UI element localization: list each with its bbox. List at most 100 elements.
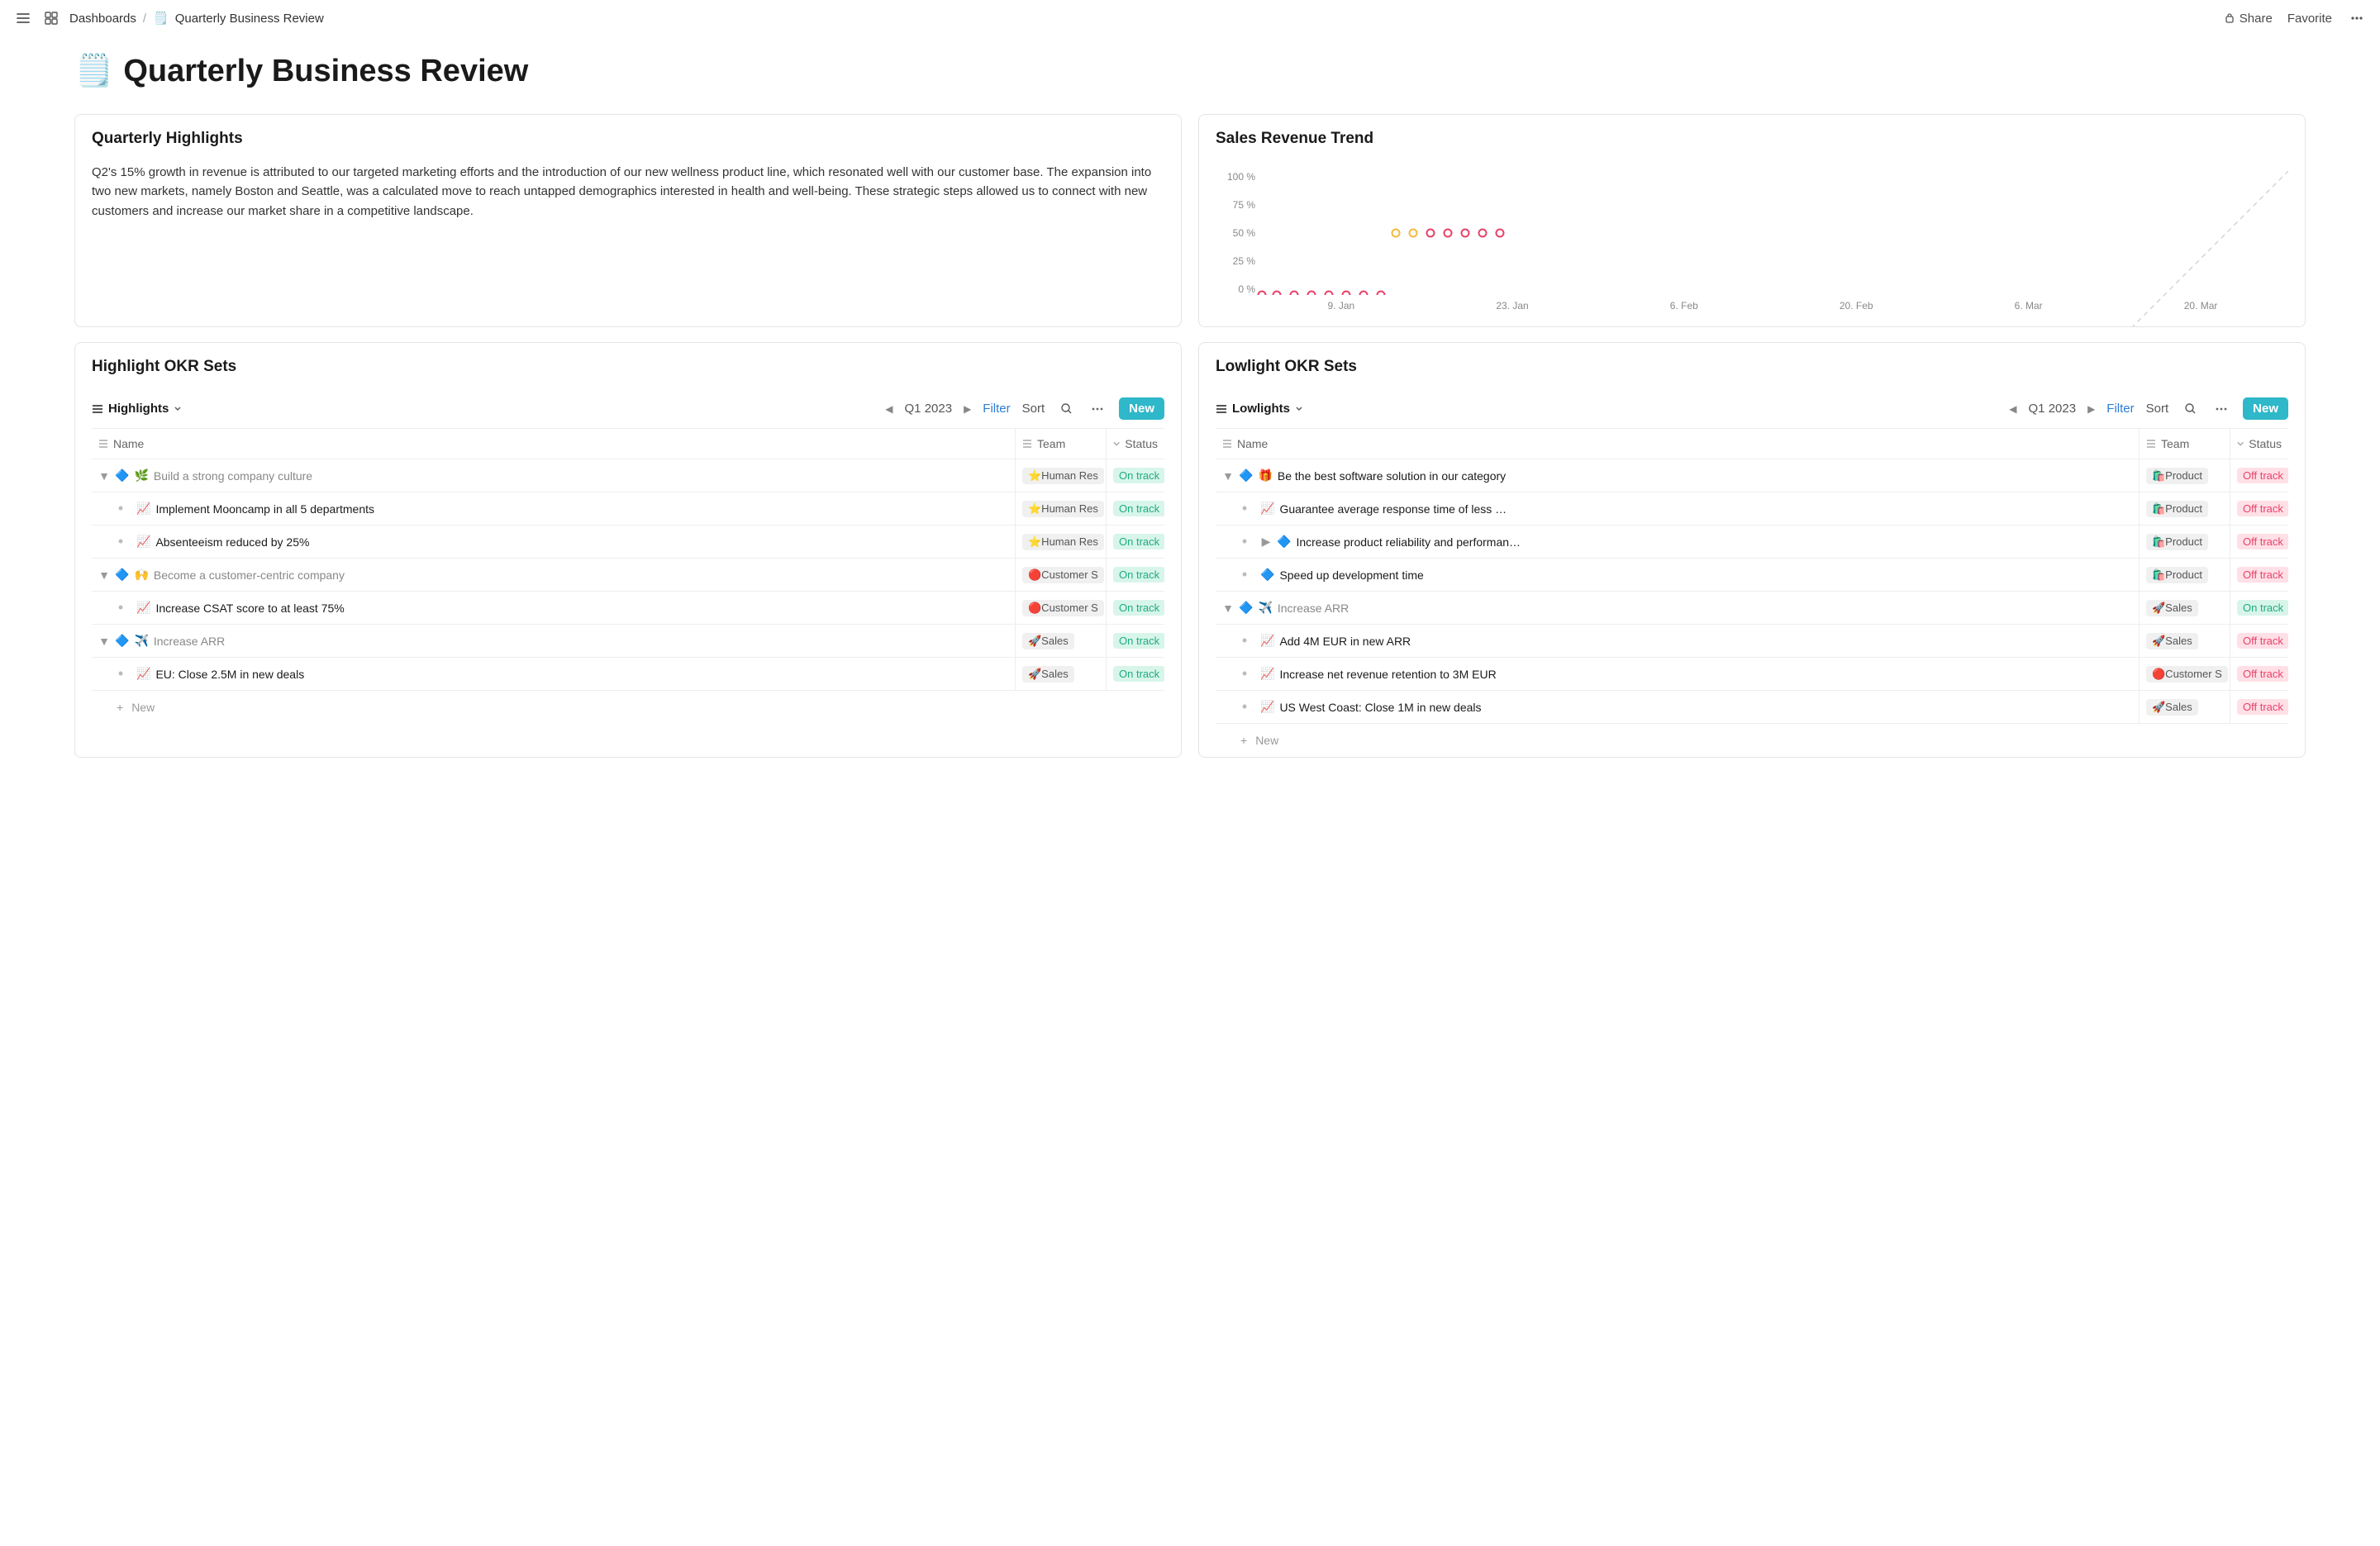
sort-button[interactable]: Sort [2146,402,2169,416]
table-row[interactable]: •📈Add 4M EUR in new ARR🚀SalesOff track [1216,625,2288,658]
sort-button[interactable]: Sort [1022,402,1045,416]
team-pill[interactable]: 🛍️Product [2146,534,2208,550]
col-status-header[interactable]: Status [1107,429,1164,459]
cell-status: On track [1107,459,1164,492]
breadcrumb-root[interactable]: Dashboards [69,12,136,26]
team-pill[interactable]: 🔴Customer S [1022,600,1104,616]
team-pill[interactable]: ⭐Human Res [1022,534,1104,550]
new-row-button[interactable]: +New [1216,724,2288,752]
table-row[interactable]: •🔷Speed up development time🛍️ProductOff … [1216,559,2288,592]
col-team-label: Team [1037,437,1065,450]
disclosure-icon[interactable]: ▶ [1260,535,1272,549]
status-pill[interactable]: On track [1113,567,1164,583]
kr-icon: 📈 [1260,667,1274,681]
lowlights-view-selector[interactable]: Lowlights [1216,402,1303,416]
table-row[interactable]: ▼🔷✈️Increase ARR🚀SalesOn track [1216,592,2288,625]
highlight-okr-toolbar: Highlights ◀ Q1 2023 ▶ Filter Sort New [92,391,1164,428]
prev-period-icon[interactable]: ◀ [2009,403,2016,415]
col-name-header[interactable]: Name [1216,429,2140,459]
highlights-view-selector[interactable]: Highlights [92,402,182,416]
kr-icon: 📈 [1260,634,1274,648]
search-icon[interactable] [2180,399,2200,419]
status-pill[interactable]: Off track [2237,699,2288,715]
status-pill[interactable]: On track [1113,468,1164,483]
table-row[interactable]: ▼🔷✈️Increase ARR🚀SalesOn track [92,625,1164,658]
status-pill[interactable]: On track [1113,534,1164,549]
status-pill[interactable]: Off track [2237,633,2288,649]
team-pill[interactable]: ⭐Human Res [1022,501,1104,517]
team-pill[interactable]: 🚀Sales [2146,633,2198,649]
x-tick: 23. Jan [1496,300,1528,312]
status-pill[interactable]: On track [1113,633,1164,649]
team-pill[interactable]: 🛍️Product [2146,468,2208,484]
lowlights-view-label: Lowlights [1232,402,1290,416]
row-label: Build a strong company culture [154,469,312,483]
table-row[interactable]: •📈Increase net revenue retention to 3M E… [1216,658,2288,691]
disclosure-icon[interactable]: ▼ [1222,469,1234,483]
team-pill[interactable]: 🔴Customer S [2146,666,2228,683]
favorite-button[interactable]: Favorite [2287,12,2332,26]
new-row-button[interactable]: +New [92,691,1164,719]
filter-button[interactable]: Filter [2106,402,2134,416]
status-pill[interactable]: Off track [2237,468,2288,483]
status-pill[interactable]: On track [1113,600,1164,616]
table-row[interactable]: •📈Implement Mooncamp in all 5 department… [92,492,1164,526]
status-pill[interactable]: Off track [2237,501,2288,516]
bullet-icon: • [115,665,126,683]
col-status-header[interactable]: Status [2230,429,2288,459]
cell-team: 🔴Customer S [1016,592,1107,624]
team-pill[interactable]: 🚀Sales [1022,633,1074,649]
row-label: Implement Mooncamp in all 5 departments [155,502,374,516]
highlight-okr-title: Highlight OKR Sets [92,358,1164,376]
emoji-icon: 🙌 [134,568,148,582]
team-pill[interactable]: ⭐Human Res [1022,468,1104,484]
dashboards-icon[interactable] [41,8,61,28]
table-row[interactable]: •📈Guarantee average response time of les… [1216,492,2288,526]
table-row[interactable]: •📈Absenteeism reduced by 25%⭐Human ResOn… [92,526,1164,559]
next-period-icon[interactable]: ▶ [964,403,971,415]
highlight-period[interactable]: Q1 2023 [905,402,953,416]
cell-status: Off track [2230,658,2288,690]
status-pill[interactable]: On track [1113,666,1164,682]
status-pill[interactable]: On track [1113,501,1164,516]
team-pill[interactable]: 🛍️Product [2146,567,2208,583]
status-pill[interactable]: On track [2237,600,2288,616]
cell-status: On track [1107,492,1164,525]
team-pill[interactable]: 🚀Sales [1022,666,1074,683]
more-icon[interactable] [2347,8,2367,28]
team-pill[interactable]: 🚀Sales [2146,600,2198,616]
more-icon[interactable] [1088,399,1107,419]
disclosure-icon[interactable]: ▼ [98,568,110,582]
team-pill[interactable]: 🔴Customer S [1022,567,1104,583]
search-icon[interactable] [1056,399,1076,419]
team-pill[interactable]: 🛍️Product [2146,501,2208,517]
new-button[interactable]: New [2243,397,2288,420]
share-button[interactable]: Share [2224,12,2273,26]
table-row[interactable]: ▼🔷🌿Build a strong company culture⭐Human … [92,459,1164,492]
prev-period-icon[interactable]: ◀ [885,403,892,415]
lowlight-period[interactable]: Q1 2023 [2029,402,2077,416]
next-period-icon[interactable]: ▶ [2087,403,2095,415]
table-row[interactable]: ▼🔷🙌Become a customer-centric company🔴Cus… [92,559,1164,592]
col-name-header[interactable]: Name [92,429,1016,459]
status-pill[interactable]: Off track [2237,534,2288,549]
status-pill[interactable]: Off track [2237,567,2288,583]
disclosure-icon[interactable]: ▼ [98,635,110,648]
col-team-header[interactable]: Team [2140,429,2230,459]
col-team-header[interactable]: Team [1016,429,1107,459]
breadcrumb-page[interactable]: Quarterly Business Review [175,12,324,26]
table-row[interactable]: •📈Increase CSAT score to at least 75%🔴Cu… [92,592,1164,625]
table-row[interactable]: •📈EU: Close 2.5M in new deals🚀SalesOn tr… [92,658,1164,691]
disclosure-icon[interactable]: ▼ [98,469,110,483]
more-icon[interactable] [2211,399,2231,419]
menu-icon[interactable] [13,8,33,28]
disclosure-icon[interactable]: ▼ [1222,602,1234,615]
table-row[interactable]: •▶🔷Increase product reliability and perf… [1216,526,2288,559]
bullet-icon: • [1239,533,1250,550]
filter-button[interactable]: Filter [983,402,1010,416]
team-pill[interactable]: 🚀Sales [2146,699,2198,716]
status-pill[interactable]: Off track [2237,666,2288,682]
new-button[interactable]: New [1119,397,1164,420]
table-row[interactable]: •📈US West Coast: Close 1M in new deals🚀S… [1216,691,2288,724]
table-row[interactable]: ▼🔷🎁Be the best software solution in our … [1216,459,2288,492]
